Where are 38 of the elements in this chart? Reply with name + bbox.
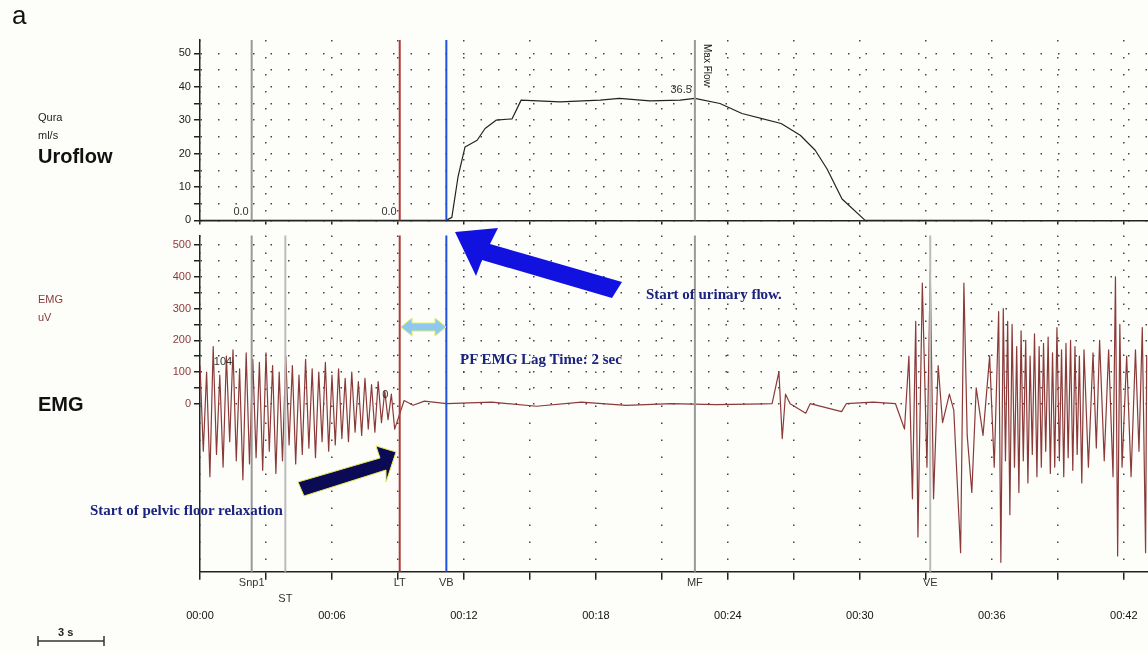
text: 3 s <box>58 626 74 638</box>
x-tick-label: 00:42 <box>1110 609 1138 622</box>
ref-line-label: MF <box>686 576 704 589</box>
y-tick-label: 0 <box>184 213 191 226</box>
x-tick-label: 00:00 <box>186 609 214 622</box>
y-tick-label: 50 <box>178 46 191 59</box>
x-tick-label: 00:24 <box>714 609 742 622</box>
x-tick-label: 00:06 <box>318 609 346 622</box>
ref-line-label: Snp1 <box>238 576 265 589</box>
y-tick-label: 0 <box>184 396 191 409</box>
ref-line-label: VE <box>922 576 938 589</box>
annotation: Max Flow <box>702 44 713 87</box>
ref-line-label: LT <box>393 576 406 589</box>
annotation: 0.0 <box>233 204 249 217</box>
y-tick-label: 30 <box>178 113 191 126</box>
y-tick-label: 100 <box>172 365 191 378</box>
y-tick-label: 200 <box>172 333 191 346</box>
annotation: 36.5 <box>670 82 692 95</box>
y-axis-title: EMG uV <box>38 292 65 325</box>
x-tick-label: 00:12 <box>450 609 478 622</box>
ref-line-label: ST <box>278 592 293 605</box>
annotation: Start of urinary flow. <box>646 286 782 303</box>
y-tick-label: 300 <box>172 301 191 314</box>
y-tick-label: 20 <box>178 146 191 159</box>
annotation: 0.0 <box>381 204 397 217</box>
y-axis-title: Qura ml/s <box>38 110 64 143</box>
y-tick-label: 40 <box>178 79 191 92</box>
text: Uroflow <box>38 145 113 168</box>
annotation: PF EMG Lag Time: 2 sec <box>460 351 622 368</box>
y-tick-label: 400 <box>172 269 191 282</box>
x-tick-label: 00:18 <box>582 609 610 622</box>
y-tick-label: 500 <box>172 238 191 251</box>
ref-line-label: VB <box>439 576 454 589</box>
x-tick-label: 00:36 <box>978 609 1006 622</box>
text: EMG <box>38 393 84 416</box>
x-tick-label: 00:30 <box>846 609 874 622</box>
y-tick-label: 10 <box>178 180 191 193</box>
text: a <box>12 0 27 31</box>
